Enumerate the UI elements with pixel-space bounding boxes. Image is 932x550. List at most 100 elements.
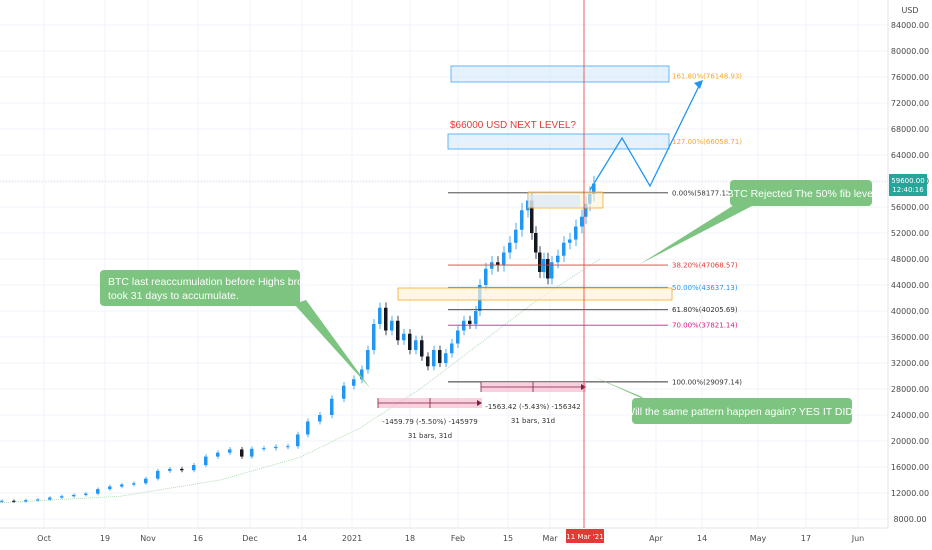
- candle-body: [496, 262, 500, 266]
- candle-body: [0, 500, 4, 502]
- candle-body: [48, 497, 52, 500]
- candle-body: [450, 343, 454, 354]
- candle-body: [384, 307, 388, 331]
- rejection-zone-inner: [528, 195, 580, 207]
- candle-body: [396, 320, 400, 341]
- target-zone-161: [450, 65, 670, 83]
- price-tick-label: 24000.00: [891, 411, 929, 420]
- range-measure-1: [377, 398, 482, 408]
- candle-body: [484, 268, 488, 285]
- candle-body: [402, 333, 406, 341]
- price-tick-label: 12000.00: [891, 489, 929, 498]
- candle-body: [12, 500, 16, 502]
- candle-body: [306, 421, 310, 435]
- time-tick-label: May: [750, 534, 767, 543]
- candle-body: [366, 350, 370, 370]
- candle-body: [60, 496, 64, 498]
- candle-body: [550, 262, 554, 279]
- candle-body: [468, 320, 472, 324]
- fib-label: 38.20%(47068.57): [672, 262, 738, 270]
- candle-body: [574, 226, 578, 240]
- fib-label: 127.00%(66058.71): [672, 138, 742, 146]
- candle-body: [192, 465, 196, 471]
- fib-label: 61.80%(40205.69): [672, 306, 738, 314]
- candle-body: [534, 233, 538, 253]
- candle-body: [216, 452, 220, 457]
- candle-body: [108, 486, 112, 490]
- time-tick-label: 14: [297, 534, 307, 543]
- price-tick-label: 68000.00: [891, 125, 929, 134]
- reaccum-line-2: took 31 days to accumulate.: [108, 290, 239, 302]
- time-tick-label: 17: [801, 534, 811, 543]
- candle-body: [508, 242, 512, 253]
- fib-label: 0.00%(58177.12): [672, 189, 733, 197]
- candle-body: [132, 483, 136, 485]
- candle-body: [378, 307, 382, 324]
- time-tick-label: Apr: [649, 534, 664, 543]
- range-2-change: -1563.42 (-5.43%) -156342: [485, 403, 580, 411]
- candle-body: [240, 449, 244, 457]
- candle-body: [120, 484, 124, 487]
- time-tick-label: Mar: [542, 534, 558, 543]
- candle-body: [502, 252, 506, 266]
- candle-body: [250, 448, 254, 457]
- candle-body: [432, 350, 436, 367]
- range-measure-2: [480, 382, 586, 392]
- time-tick-label: 16: [193, 534, 203, 543]
- candle-body: [568, 239, 572, 243]
- candle-body: [274, 446, 278, 449]
- candle-body: [144, 478, 148, 484]
- price-tick-label: 28000.00: [891, 385, 929, 394]
- fib-label: 50.00%(43637.13): [672, 284, 738, 292]
- time-tick-label: Dec: [242, 534, 257, 543]
- candle-body: [592, 183, 596, 194]
- price-tick-label: 44000.00: [891, 281, 929, 290]
- range-1-bars: 31 bars, 31d: [408, 432, 452, 440]
- candle-body: [262, 448, 266, 450]
- reaccum-line-1: BTC last reaccumulation before Highs bro…: [108, 276, 317, 288]
- price-tick-label: 84000.00: [891, 21, 929, 30]
- candle-body: [204, 456, 208, 466]
- next-level-annotation: $66000 USD NEXT LEVEL?: [450, 120, 576, 131]
- countdown-value: 12:40:16: [892, 186, 924, 194]
- candle-body: [72, 494, 76, 497]
- grid: [0, 0, 888, 528]
- projection-arrow: [694, 80, 703, 89]
- fib-label: 100.00%(29097.14): [672, 378, 742, 386]
- time-tick-label: 15: [503, 534, 513, 543]
- current-date-label: 11 Mar '21: [566, 533, 603, 541]
- price-tick-label: 36000.00: [891, 333, 929, 342]
- candle-body: [474, 311, 478, 324]
- candle-body: [36, 499, 40, 501]
- candle-body: [420, 340, 424, 357]
- price-tick-label: 16000.00: [891, 463, 929, 472]
- same-pattern-callout: [592, 376, 852, 424]
- time-tick-label: Feb: [451, 534, 465, 543]
- same-pattern-annotation: Will the same pattern happen again? YES …: [625, 406, 859, 418]
- candle-body: [360, 369, 364, 380]
- candle-body: [462, 320, 466, 331]
- currency-label: USD: [901, 6, 918, 15]
- candle-body: [318, 415, 322, 422]
- time-tick-label: 19: [100, 534, 110, 543]
- candle-body: [330, 398, 334, 415]
- candle-body: [444, 353, 448, 363]
- candle-body: [456, 330, 460, 344]
- time-axis[interactable]: Oct 19 Nov 16 Dec 14 2021 18 Feb 15 Mar Apr 14 May 17 J…: [37, 534, 864, 543]
- time-tick-label: Jun: [851, 534, 865, 543]
- current-date-label-bg: [566, 529, 604, 543]
- candle-body: [562, 242, 566, 256]
- candle-body: [296, 434, 300, 447]
- candle-body: [556, 255, 560, 263]
- price-tick-label: 40000.00: [891, 307, 929, 316]
- candle-body: [372, 324, 376, 350]
- rejected-callout: [640, 180, 872, 264]
- range-1-change: -1459.79 (-5.50%) -145979: [382, 418, 477, 426]
- candle-body: [580, 216, 584, 227]
- candle-body: [24, 500, 28, 502]
- rejected-annotation: BTC Rejected The 50% fib level: [727, 188, 876, 200]
- candle-body: [546, 259, 550, 279]
- candle-body: [286, 446, 290, 448]
- candle-body: [520, 210, 524, 230]
